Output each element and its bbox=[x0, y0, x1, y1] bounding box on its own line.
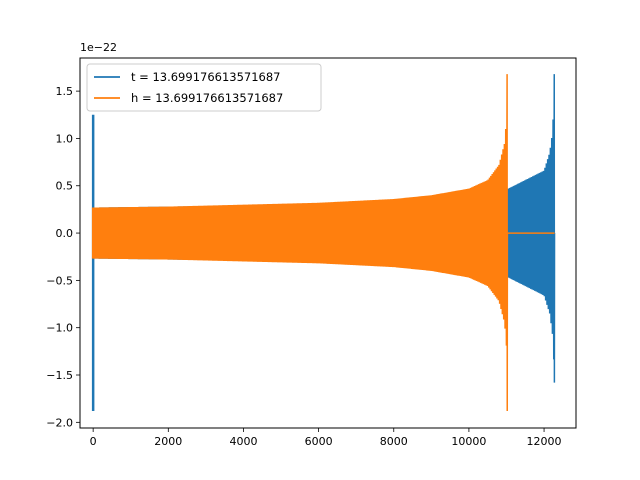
x-tick-label: 10000 bbox=[451, 435, 486, 448]
axes: 0 2000 4000 6000 8000 10000 12000 1.5 1.0 0.5 0.0 −… bbox=[46, 85, 561, 448]
y-tick-label: 1.5 bbox=[56, 85, 74, 98]
y-tick-label: 0.0 bbox=[56, 227, 74, 240]
legend-label: t = 13.699176613571687 bbox=[131, 70, 281, 84]
legend-label: h = 13.699176613571687 bbox=[131, 91, 283, 105]
plot-area bbox=[91, 74, 556, 411]
x-tick-label: 2000 bbox=[154, 435, 182, 448]
y-tick-label: −1.0 bbox=[46, 322, 73, 335]
series-1 bbox=[91, 74, 555, 411]
x-tick-label: 0 bbox=[90, 435, 97, 448]
y-tick-label: 1.0 bbox=[56, 132, 74, 145]
x-tick-label: 6000 bbox=[305, 435, 333, 448]
x-tick-label: 4000 bbox=[229, 435, 257, 448]
legend: t = 13.699176613571687 h = 13.69917661357… bbox=[86, 63, 322, 112]
x-tick-label: 8000 bbox=[380, 435, 408, 448]
x-tick-label: 12000 bbox=[527, 435, 562, 448]
y-tick-label: −2.0 bbox=[46, 416, 73, 429]
y-offset-label: 1e−22 bbox=[80, 41, 117, 54]
series-line bbox=[92, 74, 509, 411]
y-tick-label: 0.5 bbox=[56, 180, 74, 193]
axes-frame bbox=[79, 57, 577, 429]
y-tick-label: −0.5 bbox=[46, 274, 73, 287]
y-tick-label: −1.5 bbox=[46, 369, 73, 382]
legend-box bbox=[86, 63, 322, 112]
